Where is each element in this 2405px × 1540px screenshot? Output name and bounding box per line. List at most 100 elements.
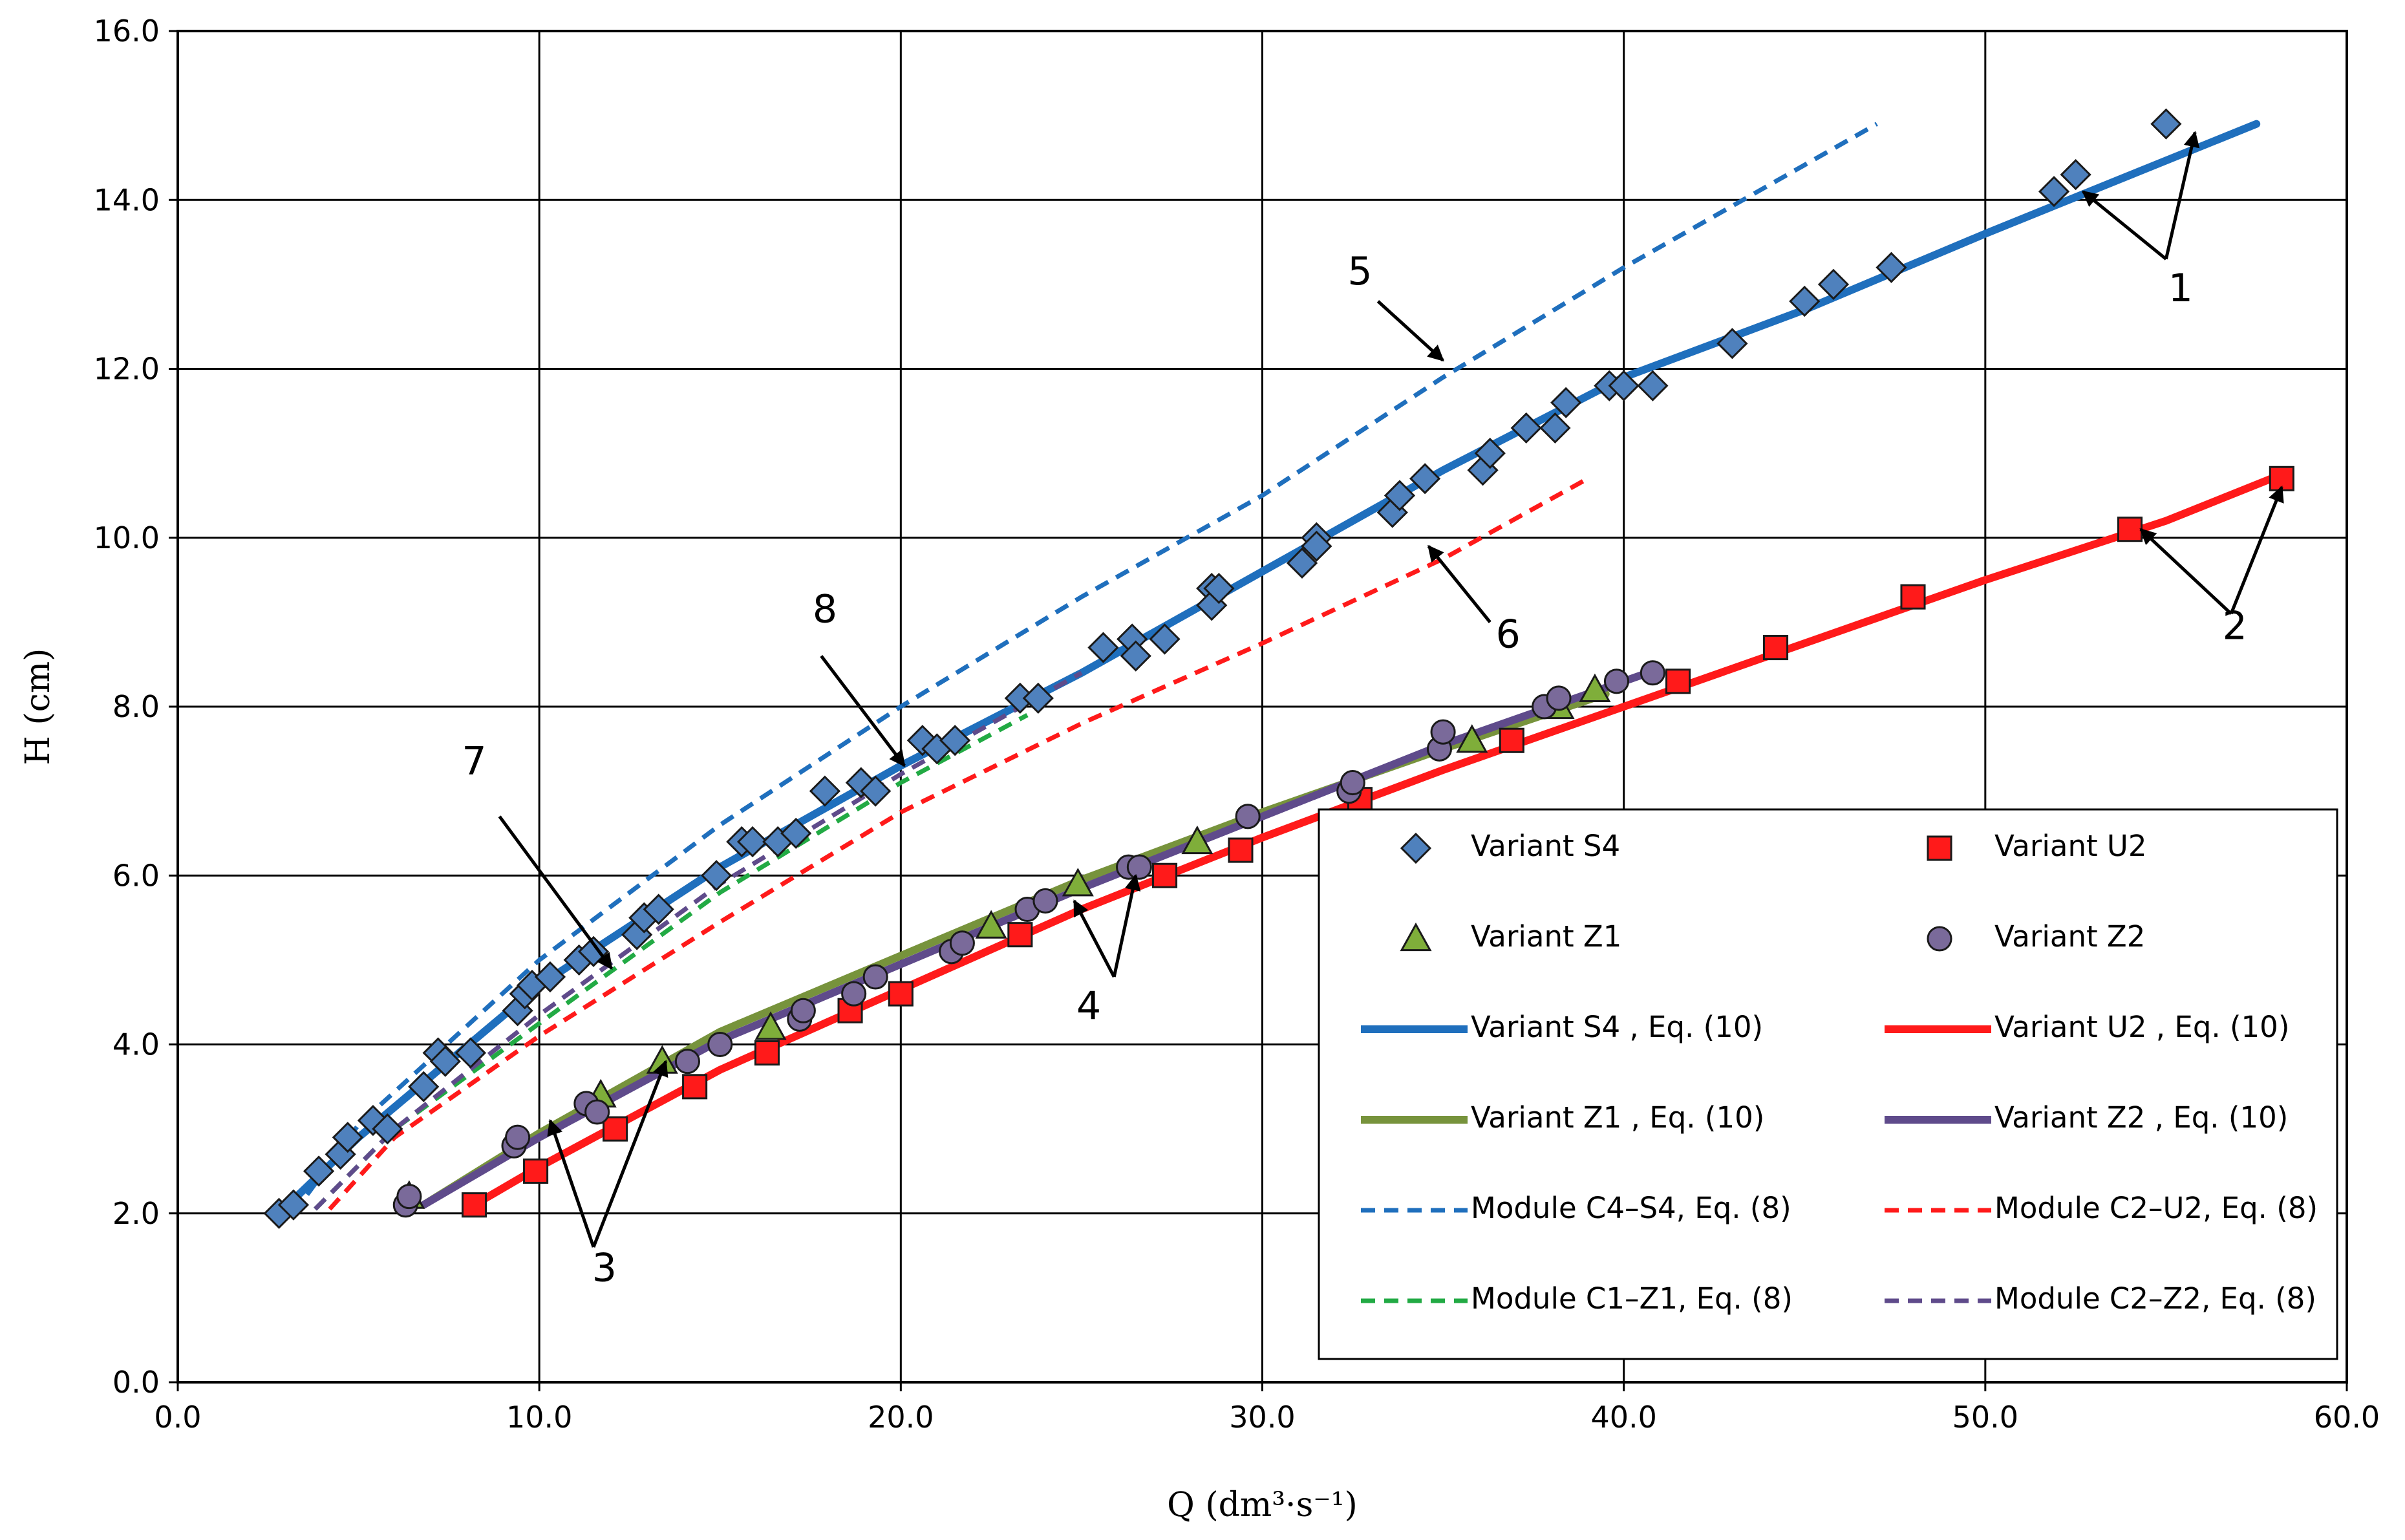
legend-label-S4eq: Variant S4 , Eq. (10) [1471, 1010, 1763, 1044]
point-Z2 [1340, 770, 1365, 796]
point-S4 [1301, 530, 1332, 562]
x-tick-label: 0.0 [154, 1400, 201, 1435]
point-S4 [1474, 438, 1506, 469]
legend-marker-Z1 [1400, 922, 1432, 952]
x-tick-label: 50.0 [1952, 1400, 2018, 1435]
legend-label-Z1eq: Variant Z1 , Eq. (10) [1471, 1100, 1764, 1135]
point-Z2 [1032, 888, 1058, 914]
x-tick-label: 60.0 [2314, 1400, 2380, 1435]
legend-box [1318, 808, 2338, 1360]
legend-label-Z2: Variant Z2 [1994, 919, 2145, 954]
annotation-arrow [547, 1118, 595, 1248]
legend-label-C1Z1: Module C1–Z1, Eq. (8) [1471, 1281, 1793, 1316]
annotation-arrow [1427, 544, 1491, 623]
point-S4 [1120, 640, 1151, 672]
point-S4 [2060, 158, 2091, 191]
legend-label-C2Z2: Module C2–Z2, Eq. (8) [1994, 1281, 2316, 1316]
annotation-label: 1 [2168, 266, 2193, 311]
y-tick-label: 2.0 [112, 1196, 160, 1231]
point-S4 [1608, 370, 1640, 401]
point-S4 [1539, 412, 1571, 444]
point-Z2 [790, 998, 816, 1023]
line-C2U2 [328, 476, 1589, 1211]
x-axis-title: Q (dm³·s⁻¹) [1167, 1486, 1358, 1524]
point-U2 [1228, 837, 1254, 863]
point-S4 [736, 826, 769, 858]
legend-label-Z1: Variant Z1 [1471, 919, 1621, 954]
legend-marker-S4 [1400, 832, 1432, 864]
y-tick-label: 12.0 [94, 352, 160, 387]
annotations: 1 2 3 4 5 6 7 8 [462, 131, 2284, 1290]
point-S4 [1286, 547, 1318, 579]
point-U2 [1151, 862, 1178, 888]
point-U2 [603, 1116, 628, 1142]
legend-label-Z2eq: Variant Z2 , Eq. (10) [1994, 1100, 2288, 1135]
point-S4 [643, 893, 674, 925]
point-Z1 [1181, 825, 1213, 855]
point-S4 [780, 817, 812, 850]
y-tick-label: 0.0 [112, 1365, 160, 1400]
legend-label-C2U2: Module C2–U2, Eq. (8) [1994, 1191, 2318, 1225]
point-Z1 [1062, 868, 1094, 897]
annotation-arrow [2139, 528, 2232, 615]
annotation-label: 4 [1076, 983, 1101, 1029]
point-S4 [1510, 412, 1542, 444]
point-U2 [888, 981, 914, 1007]
annotation-label: 6 [1496, 612, 1521, 658]
point-U2 [1900, 584, 1926, 610]
point-S4 [2038, 176, 2070, 208]
point-S4 [860, 775, 892, 807]
line-C4S4 [292, 122, 1878, 1215]
point-S4 [277, 1189, 310, 1221]
x-tick-label: 30.0 [1229, 1400, 1295, 1435]
legend: Variant S4 Variant U2 Variant Z1 Variant Z2… [1318, 808, 2338, 1360]
annotation-label: 2 [2223, 604, 2247, 649]
point-U2 [1665, 668, 1691, 694]
point-U2 [1762, 635, 1789, 661]
point-S4 [1087, 632, 1119, 663]
point-S4 [534, 961, 566, 993]
point-S4 [1384, 480, 1416, 511]
point-Z2 [949, 930, 975, 956]
legend-label-U2eq: Variant U2 , Eq. (10) [1994, 1010, 2289, 1044]
annotation-arrow [2081, 190, 2167, 261]
annotation-label: 3 [592, 1245, 617, 1290]
x-tick-label: 10.0 [506, 1400, 572, 1435]
line-C1Z1 [314, 713, 1029, 1211]
point-S4 [1022, 682, 1054, 714]
point-Z2 [841, 981, 867, 1007]
y-tick-label: 10.0 [94, 520, 160, 555]
point-S4 [1409, 463, 1441, 495]
point-U2 [1007, 922, 1033, 948]
point-S4 [1149, 623, 1181, 655]
point-S4 [1716, 328, 1748, 359]
annotation-arrow [2164, 131, 2200, 260]
y-tick-label: 16.0 [94, 14, 160, 48]
point-Z2 [505, 1124, 531, 1150]
point-S4 [1817, 268, 1850, 300]
point-Z2 [1430, 719, 1456, 745]
point-S4 [332, 1122, 363, 1153]
point-S4 [372, 1113, 403, 1145]
point-Z2 [1546, 685, 1572, 711]
line-C2Z2 [314, 670, 1083, 1211]
point-S4 [2150, 108, 2182, 140]
y-tick-label: 8.0 [112, 689, 160, 724]
point-S4 [809, 775, 841, 807]
point-S4 [303, 1155, 335, 1187]
point-U2 [2269, 465, 2294, 491]
point-U2 [461, 1192, 487, 1218]
point-Z2 [396, 1184, 422, 1210]
point-Z2 [1235, 804, 1261, 829]
point-Z2 [1603, 668, 1630, 694]
legend-marker-Z2 [1927, 926, 1952, 952]
annotation-arrow [1376, 300, 1444, 362]
point-U2 [682, 1074, 708, 1100]
annotation-arrow [1073, 899, 1116, 978]
annotation-label: 7 [462, 739, 486, 784]
point-S4 [454, 1037, 487, 1069]
point-S4 [1789, 285, 1821, 317]
point-Z2 [674, 1049, 700, 1075]
point-S4 [939, 725, 971, 756]
point-S4 [1550, 387, 1582, 418]
